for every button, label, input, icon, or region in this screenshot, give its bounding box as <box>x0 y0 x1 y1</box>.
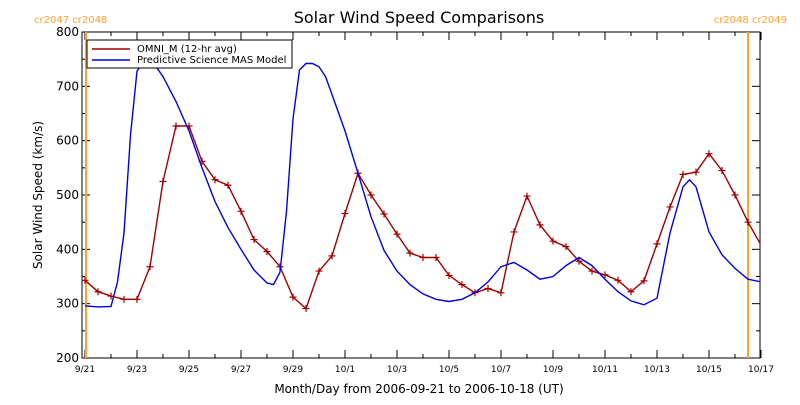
rotation-marker-label-left: cr2047 cr2048 <box>34 15 107 26</box>
data-point-marker <box>458 281 466 289</box>
x-tick-label: 10/17 <box>748 365 774 375</box>
data-point-marker <box>81 276 89 284</box>
data-point-marker <box>250 236 258 244</box>
legend-box <box>86 39 293 69</box>
data-point-marker <box>406 249 414 257</box>
data-point-marker <box>523 192 531 200</box>
data-point-marker <box>159 177 167 185</box>
plot-area: 200 300 400 500 600 700 800 9/21 9/23 9/25 9/27 9/2… <box>56 25 774 375</box>
x-tick-label: 9/23 <box>127 365 147 375</box>
data-point-marker <box>367 191 375 199</box>
y-tick-label: 200 <box>56 351 79 365</box>
data-point-marker <box>302 305 310 313</box>
data-point-marker <box>484 284 492 292</box>
data-point-marker <box>328 252 336 260</box>
data-point-marker <box>679 170 687 178</box>
x-tick-label: 10/9 <box>543 365 563 375</box>
data-point-marker <box>289 293 297 301</box>
y-tick-label: 600 <box>56 134 79 148</box>
data-point-marker <box>614 276 622 284</box>
x-tick-label: 10/5 <box>439 365 459 375</box>
data-point-marker <box>211 176 219 184</box>
x-tick-label: 10/11 <box>592 365 618 375</box>
data-point-marker <box>445 271 453 279</box>
data-point-marker <box>744 218 752 226</box>
data-point-marker <box>640 277 648 285</box>
data-point-marker <box>718 167 726 175</box>
x-tick-label: 9/29 <box>283 365 303 375</box>
data-point-marker <box>705 150 713 158</box>
data-point-marker <box>172 122 180 130</box>
data-point-marker <box>549 237 557 245</box>
data-point-marker <box>380 210 388 218</box>
x-tick-label: 9/27 <box>231 365 251 375</box>
x-tick-label: 9/21 <box>75 365 95 375</box>
series-line-mas <box>84 61 760 308</box>
y-tick-label: 400 <box>56 242 79 256</box>
data-point-marker <box>562 243 570 251</box>
data-point-marker <box>315 267 323 275</box>
data-point-marker <box>224 181 232 189</box>
data-point-marker <box>133 295 141 303</box>
data-point-marker <box>653 240 661 248</box>
x-axis-label: Month/Day from 2006-09-21 to 2006-10-18 … <box>274 382 563 396</box>
legend: OMNI_M (12-hr avg) Predictive Science MA… <box>86 39 293 69</box>
data-point-marker <box>341 209 349 217</box>
x-tick-label: 10/13 <box>644 365 670 375</box>
y-tick-label: 800 <box>56 25 79 39</box>
x-tick-label: 10/7 <box>491 365 511 375</box>
y-tick-label: 300 <box>56 297 79 311</box>
data-point-marker <box>419 253 427 261</box>
data-point-marker <box>536 221 544 229</box>
data-point-marker <box>146 263 154 271</box>
y-tick-label: 700 <box>56 79 79 93</box>
data-point-marker <box>94 288 102 296</box>
data-point-marker <box>601 271 609 279</box>
data-point-marker <box>263 248 271 256</box>
data-point-marker <box>393 230 401 238</box>
data-point-marker <box>692 168 700 176</box>
data-point-marker <box>120 295 128 303</box>
data-point-marker <box>497 289 505 297</box>
data-point-marker <box>237 207 245 215</box>
x-tick-label: 10/3 <box>387 365 407 375</box>
y-axis-label: Solar Wind Speed (km/s) <box>31 121 45 269</box>
x-tick-label: 10/1 <box>335 365 355 375</box>
legend-label-omni: OMNI_M (12-hr avg) <box>137 44 237 55</box>
data-point-marker <box>432 253 440 261</box>
x-tick-label: 10/15 <box>696 365 722 375</box>
legend-label-mas: Predictive Science MAS Model <box>137 55 286 66</box>
rotation-marker-label-right: cr2048 cr2049 <box>714 15 787 26</box>
y-tick-label: 500 <box>56 188 79 202</box>
x-tick-label: 9/25 <box>179 365 199 375</box>
data-point-marker <box>627 288 635 296</box>
data-point-marker <box>588 267 596 275</box>
data-point-marker <box>731 191 739 199</box>
data-point-marker <box>575 257 583 265</box>
data-point-marker <box>666 203 674 211</box>
data-point-marker <box>510 228 518 236</box>
chart-title: Solar Wind Speed Comparisons <box>294 8 545 27</box>
